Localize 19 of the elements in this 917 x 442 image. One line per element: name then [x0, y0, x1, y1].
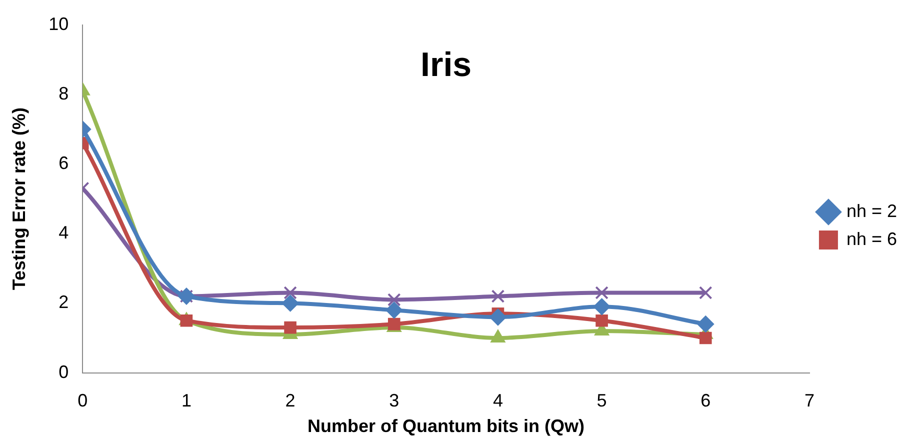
y-tick-label: 0	[58, 362, 69, 382]
x-tick-label: 1	[181, 390, 192, 411]
text: Iris	[420, 46, 472, 84]
x-tick-label: 5	[596, 390, 607, 411]
x-tick-label: 2	[285, 390, 296, 411]
x-tick-label: 3	[389, 390, 400, 411]
y-axis-title: Testing Error rate (%)	[8, 107, 29, 290]
x-tick-label: 6	[700, 390, 711, 411]
y-tick-label: 6	[58, 152, 69, 173]
x-tick-label: 0	[78, 390, 88, 411]
x-tick-label: 7	[804, 390, 814, 411]
legend-label: nh = 2	[846, 200, 897, 221]
legend-label: nh = 6	[846, 228, 897, 249]
y-tick-label: 10	[48, 14, 69, 34]
y-tick-label: 4	[58, 222, 69, 243]
x-axis-title: Number of Quantum bits in (Qw)	[308, 416, 585, 436]
y-tick-label: 8	[58, 83, 69, 104]
y-tick-label: 2	[58, 292, 69, 312]
x-tick-label: 4	[492, 390, 503, 411]
